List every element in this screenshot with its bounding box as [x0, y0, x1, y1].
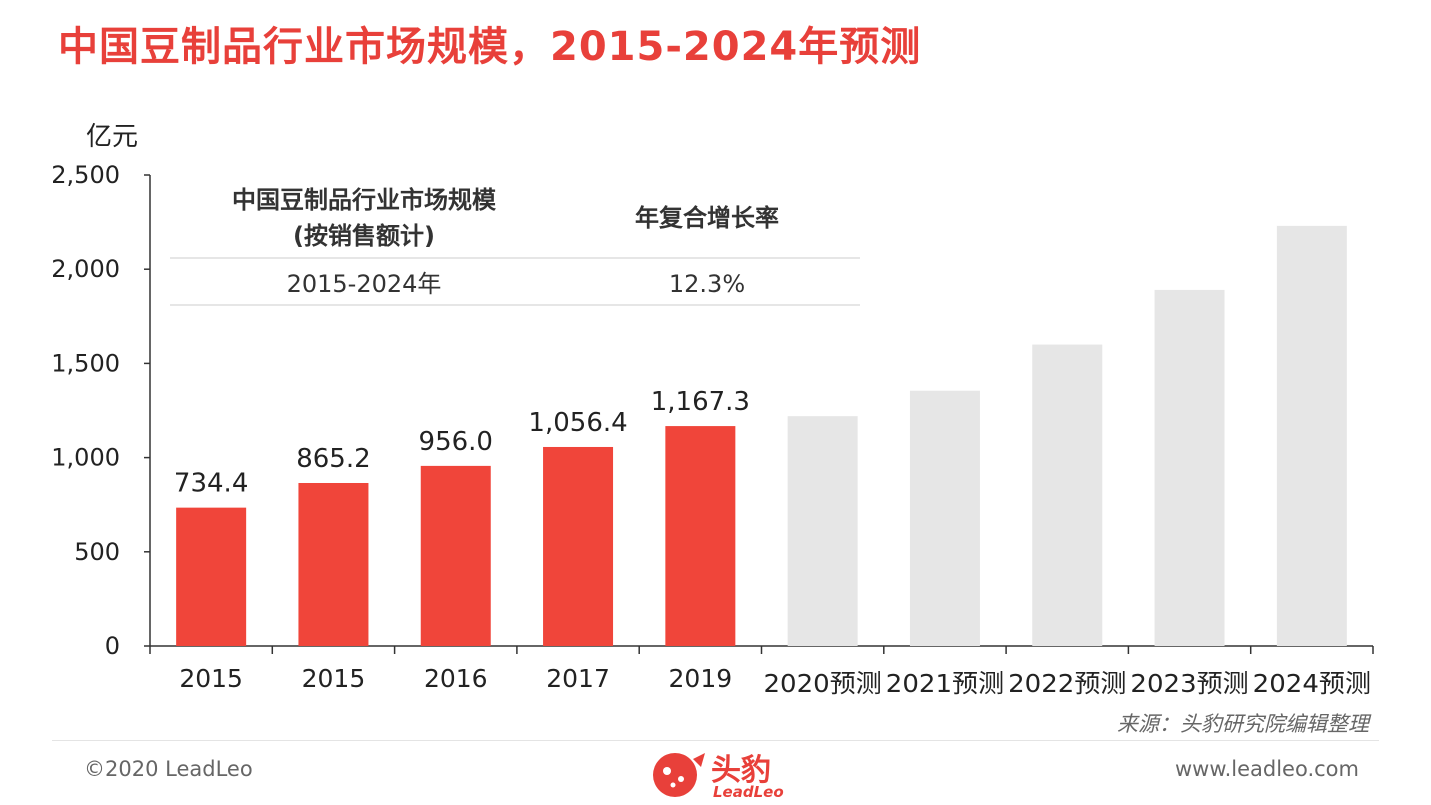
website-link[interactable]: www.leadleo.com	[1175, 757, 1359, 781]
x-tick-label: 2015	[179, 664, 243, 693]
x-tick-label: 2021预测	[886, 669, 1004, 698]
y-axis-unit-label: 亿元	[86, 122, 139, 152]
y-tick-label: 500	[74, 538, 120, 566]
forecast-bar	[787, 416, 858, 646]
y-tick-label: 1,500	[51, 349, 120, 377]
y-tick-label: 2,500	[51, 161, 120, 189]
actual-bar	[298, 482, 369, 646]
cagr-header-metric-line1: 中国豆制品行业市场规模	[232, 186, 497, 214]
y-tick-label: 2,000	[51, 255, 120, 283]
chart-labels: 734.4 2015 865.2 2015 956.0 2016 1,056.4 2017 1,…	[174, 387, 1371, 698]
x-tick-label: 2017	[546, 664, 610, 693]
copyright-text: ©2020 LeadLeo	[84, 757, 253, 781]
cagr-header-rate: 年复合增长率	[635, 204, 779, 232]
actual-bar	[176, 507, 247, 646]
x-tick-label: 2019	[669, 664, 733, 693]
x-tick-label: 2016	[424, 664, 488, 693]
footer-divider	[52, 740, 1379, 741]
y-tick-label: 0	[105, 632, 120, 660]
chart-title: 中国豆制品行业市场规模，2015-2024年预测	[58, 24, 922, 70]
bar-value-label: 865.2	[296, 444, 370, 474]
logo-en-text: LeadLeo	[713, 783, 784, 801]
x-tick-label: 2022预测	[1008, 669, 1126, 698]
bar-value-label: 956.0	[419, 427, 493, 457]
bar-value-label: 1,056.4	[528, 408, 627, 438]
y-tick-label: 1,000	[51, 444, 120, 472]
forecast-bar	[1154, 289, 1225, 646]
source-note: 来源：头豹研究院编辑整理	[1117, 712, 1369, 736]
chart-bars	[176, 225, 1347, 647]
forecast-bar	[1276, 225, 1347, 647]
actual-bar	[543, 446, 614, 646]
logo-cn-text: 头豹	[711, 753, 771, 788]
forecast-bar	[909, 390, 980, 646]
cagr-rate: 12.3%	[669, 270, 745, 298]
cagr-table: 中国豆制品行业市场规模 (按销售额计) 年复合增长率 2015-2024年 12…	[170, 186, 860, 306]
bar-value-label: 1,167.3	[651, 387, 750, 417]
leadleo-logo[interactable]: 头豹 LeadLeo	[645, 745, 795, 803]
x-tick-label: 2024预测	[1253, 669, 1371, 698]
bar-value-label: 734.4	[174, 469, 248, 499]
x-tick-label: 2023预测	[1130, 669, 1248, 698]
x-tick-label: 2020预测	[764, 669, 882, 698]
cagr-header-metric-line2: (按销售额计)	[293, 222, 435, 250]
actual-bar	[420, 465, 491, 646]
leopard-logo-icon	[653, 753, 705, 797]
cagr-period: 2015-2024年	[287, 270, 442, 298]
x-tick-label: 2015	[302, 664, 366, 693]
actual-bar	[665, 426, 736, 646]
forecast-bar	[1032, 344, 1103, 646]
